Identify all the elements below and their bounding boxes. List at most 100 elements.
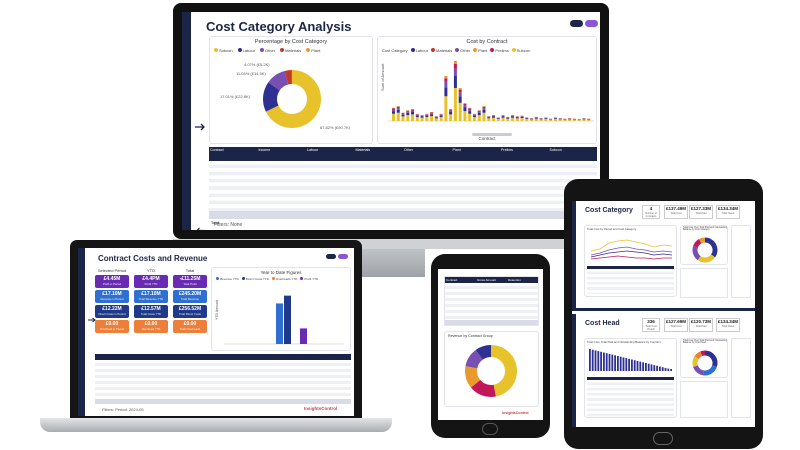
bar-segment[interactable] — [392, 107, 395, 109]
bar-segment[interactable] — [501, 115, 505, 117]
cost-head-bar[interactable] — [642, 362, 644, 371]
bar-segment[interactable] — [544, 118, 548, 120]
bar-segment[interactable] — [444, 76, 448, 79]
donut-slice[interactable] — [465, 349, 484, 369]
donut-slice[interactable] — [465, 366, 481, 388]
bar-segment[interactable] — [406, 110, 410, 112]
bar-segment[interactable] — [530, 118, 534, 120]
bar-segment[interactable] — [401, 113, 405, 115]
bar-segment[interactable] — [515, 116, 519, 118]
pie-slice[interactable] — [263, 82, 281, 112]
bar-chart-scrollbar[interactable] — [472, 133, 512, 136]
bar-segment[interactable] — [439, 114, 443, 115]
bar-segment[interactable] — [425, 117, 429, 121]
bar-segment[interactable] — [444, 87, 448, 97]
cost-head-bar[interactable] — [591, 349, 594, 371]
theme-toggle-dark[interactable] — [570, 20, 583, 27]
cost-head-bar[interactable] — [661, 367, 664, 371]
bar-segment[interactable] — [425, 114, 429, 115]
bar-segment[interactable] — [511, 116, 515, 118]
bar-segment[interactable] — [411, 109, 415, 110]
bar-segment[interactable] — [487, 116, 491, 118]
cost-head-bar[interactable] — [656, 365, 658, 371]
bar-segment[interactable] — [392, 108, 395, 110]
phone-home-button[interactable] — [482, 423, 498, 435]
bar-segment[interactable] — [534, 117, 538, 119]
bar-segment[interactable] — [396, 106, 400, 108]
bar-segment[interactable] — [411, 109, 415, 111]
bar-segment[interactable] — [439, 114, 443, 116]
head-slicer-panel[interactable] — [731, 338, 751, 418]
column-header[interactable]: Contract — [210, 148, 224, 152]
bar-segment[interactable] — [449, 112, 453, 115]
column-header[interactable]: Subcon — [549, 148, 562, 152]
cost-head-bar[interactable] — [594, 350, 597, 371]
column-header[interactable]: Other — [404, 148, 413, 152]
bar-segment[interactable] — [468, 108, 472, 110]
cost-head-bar[interactable] — [647, 363, 650, 371]
theme-toggle-light[interactable] — [585, 20, 598, 27]
series-line[interactable] — [590, 250, 673, 258]
bar-segment[interactable] — [420, 117, 424, 121]
bar-segment[interactable] — [425, 114, 429, 116]
donut-slice[interactable] — [700, 350, 706, 357]
bar-segment[interactable] — [463, 111, 467, 121]
column-header[interactable]: Prelims — [501, 148, 513, 152]
cost-head-bar[interactable] — [645, 363, 647, 371]
bar-segment[interactable] — [411, 110, 415, 112]
bar-segment[interactable] — [468, 107, 472, 109]
bar-segment[interactable] — [463, 103, 467, 106]
bar-segment[interactable] — [477, 112, 481, 116]
bar-segment[interactable] — [458, 96, 462, 103]
bar-segment[interactable] — [468, 109, 472, 112]
bar-segment[interactable] — [472, 114, 476, 116]
bar-segment[interactable] — [520, 116, 524, 119]
cost-head-bar[interactable] — [653, 365, 656, 371]
bar-segment[interactable] — [511, 117, 515, 121]
donut-slice[interactable] — [693, 239, 702, 248]
bar-segment[interactable] — [406, 110, 410, 111]
bar-segment[interactable] — [396, 107, 400, 110]
bar-segment[interactable] — [458, 102, 462, 121]
summary-card[interactable]: £134.34M Total Owed — [716, 205, 740, 219]
bar-segment[interactable] — [449, 109, 453, 111]
kpi-card[interactable]: £0.00 Overhead YTD — [134, 320, 168, 333]
bar-segment[interactable] — [506, 118, 510, 121]
bar-segment[interactable] — [401, 114, 405, 117]
bar-segment[interactable] — [415, 114, 419, 116]
series-line[interactable] — [590, 255, 672, 260]
bar-segment[interactable] — [392, 111, 395, 114]
bar-segment[interactable] — [487, 117, 491, 119]
bar-segment[interactable] — [487, 118, 491, 121]
bar-segment[interactable] — [515, 118, 519, 121]
pie-slice[interactable] — [284, 70, 293, 85]
bar-segment[interactable] — [482, 112, 486, 121]
bar-segment[interactable] — [396, 106, 400, 107]
column-header[interactable]: Gross Amount — [477, 278, 497, 282]
bar-segment[interactable] — [511, 115, 515, 117]
kpi-card[interactable]: £256.52M Total Direct Costs — [173, 305, 207, 318]
bar-segment[interactable] — [415, 115, 419, 118]
donut-slice[interactable] — [703, 365, 717, 376]
bar-segment[interactable] — [439, 117, 443, 121]
laptop-toggle-light[interactable] — [338, 254, 348, 259]
bar-segment[interactable] — [396, 112, 400, 121]
tablet-home-button[interactable] — [653, 432, 673, 445]
bar-segment[interactable] — [572, 119, 576, 121]
bar-segment[interactable] — [430, 114, 434, 117]
kpi-card[interactable]: £17.10M Revenue in Period — [95, 290, 129, 303]
bar-segment[interactable] — [463, 107, 467, 112]
bar-segment[interactable] — [501, 116, 505, 118]
donut-slice[interactable] — [490, 345, 517, 397]
cost-head-bar[interactable] — [628, 358, 630, 371]
bar-segment[interactable] — [525, 118, 529, 120]
bar-segment[interactable] — [415, 117, 419, 121]
column-header[interactable]: Contract — [446, 278, 458, 282]
bar-segment[interactable] — [411, 114, 415, 121]
cost-head-bar[interactable] — [636, 360, 639, 371]
bar-segment[interactable] — [401, 116, 405, 121]
pie-slice[interactable] — [265, 70, 321, 128]
desktop-nav-arrow-icon[interactable] — [194, 118, 206, 131]
bar-segment[interactable] — [396, 109, 400, 113]
ytd-bar[interactable] — [300, 328, 307, 344]
